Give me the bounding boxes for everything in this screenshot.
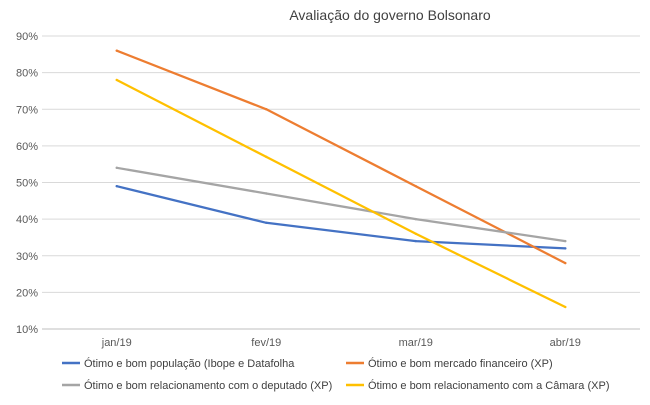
- x-tick-label: fev/19: [251, 337, 281, 349]
- grid-layer: [42, 35, 640, 330]
- series-line-2: [115, 49, 567, 265]
- series-line-3: [115, 166, 567, 243]
- series-2-point: [265, 108, 268, 111]
- series-4-point: [564, 305, 567, 309]
- series-line-4: [115, 78, 567, 309]
- x-tick-label: abr/19: [550, 337, 581, 349]
- y-tick-label: 50%: [16, 178, 38, 190]
- y-tick-label: 10%: [16, 324, 38, 336]
- series-1-point: [564, 247, 567, 250]
- series-3-point: [115, 166, 118, 170]
- series-1-point: [265, 221, 268, 224]
- legend: Ótimo e bom população (Ibope e Datafolha…: [62, 357, 609, 392]
- y-tick-label: 90%: [16, 31, 38, 43]
- series-layer: [115, 49, 567, 309]
- series-4-point: [265, 155, 268, 159]
- legend-label-4: Ótimo e bom relacionamento com a Câmara …: [368, 379, 609, 392]
- series-3-point: [414, 217, 417, 221]
- legend-label-3: Ótimo e bom relacionamento com o deputad…: [84, 379, 332, 392]
- x-tick-label: mar/19: [399, 337, 433, 349]
- series-1-point: [115, 184, 118, 188]
- series-line-1: [115, 185, 567, 250]
- series-1-point: [414, 239, 417, 243]
- series-2-point: [414, 184, 417, 188]
- y-tick-label: 70%: [16, 104, 38, 116]
- legend-label-1: Ótimo e bom população (Ibope e Datafolha: [84, 357, 295, 370]
- x-tick-labels: jan/19 fev/19 mar/19 abr/19: [101, 337, 581, 349]
- y-tick-label: 60%: [16, 141, 38, 153]
- y-tick-labels: 10% 20% 30% 40% 50% 60% 70% 80% 90%: [16, 31, 38, 336]
- y-tick-label: 40%: [16, 214, 38, 226]
- series-3-point: [265, 192, 268, 195]
- series-4-point: [115, 78, 118, 82]
- x-tick-label: jan/19: [101, 337, 132, 349]
- series-3-point: [564, 239, 567, 243]
- series-2-point: [115, 49, 118, 52]
- y-tick-label: 30%: [16, 251, 38, 263]
- series-4-point: [414, 232, 417, 235]
- chart-title: Avaliação do governo Bolsonaro: [289, 7, 491, 23]
- legend-label-2: Ótimo e bom mercado financeiro (XP): [368, 357, 553, 370]
- y-tick-label: 20%: [16, 287, 38, 299]
- y-tick-label: 80%: [16, 68, 38, 80]
- series-2-point: [564, 261, 567, 265]
